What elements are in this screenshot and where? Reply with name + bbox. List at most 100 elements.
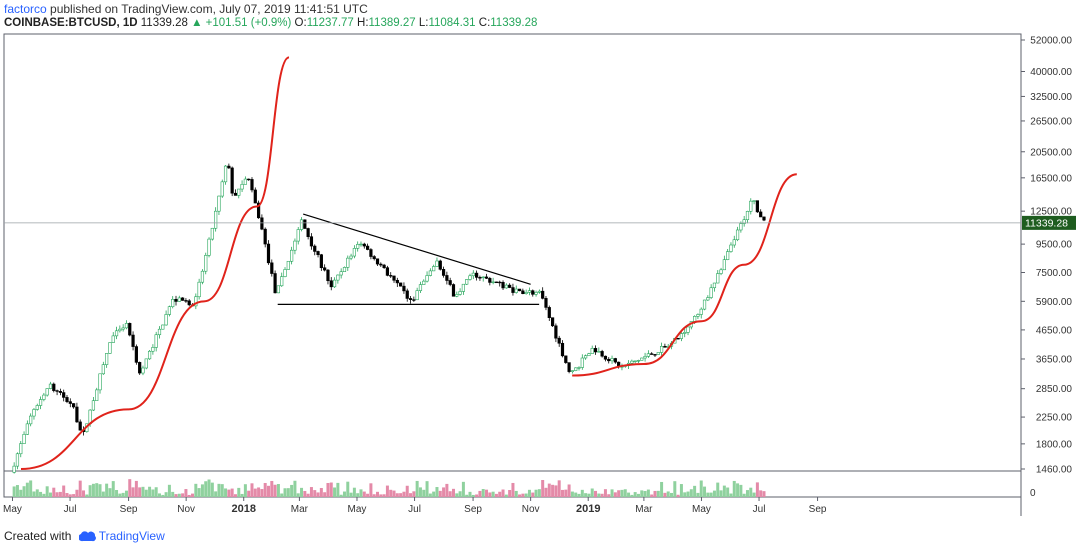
candle-body xyxy=(531,290,535,295)
candle-body xyxy=(273,273,277,294)
volume-bar xyxy=(217,483,221,497)
candle-body xyxy=(75,406,79,423)
candle-body xyxy=(214,210,218,229)
low-label: L: xyxy=(418,17,429,29)
volume-bar xyxy=(233,494,237,497)
candle-body xyxy=(451,284,456,297)
candle-body xyxy=(306,228,310,237)
volume-bar xyxy=(266,485,270,497)
price-tick-label: 12500.00 xyxy=(1030,207,1072,218)
candle-body xyxy=(607,358,611,362)
volume-bar xyxy=(428,493,432,497)
volume-bar xyxy=(481,489,485,497)
candle-body xyxy=(610,358,614,362)
volume-bar xyxy=(200,484,204,497)
tradingview-brand[interactable]: TradingView xyxy=(98,529,165,543)
volume-bar xyxy=(706,492,710,497)
volume-bar xyxy=(154,487,158,497)
candle-body xyxy=(369,249,373,257)
volume-bar xyxy=(640,490,644,497)
candle-body xyxy=(45,388,49,396)
volume-bar xyxy=(204,481,208,497)
candle-body xyxy=(151,347,155,352)
low-value: 11084.31 xyxy=(428,17,476,29)
candle-body xyxy=(25,423,29,435)
candle-body xyxy=(171,299,175,307)
volume-bar xyxy=(260,489,264,497)
volume-bar xyxy=(564,489,568,497)
candle-body xyxy=(693,316,697,322)
price-tick-label: 40000.00 xyxy=(1030,67,1072,78)
author-link[interactable]: factorco xyxy=(4,2,47,16)
candle-body xyxy=(210,227,214,240)
volume-bar xyxy=(425,481,429,497)
volume-bar xyxy=(290,484,294,497)
price-tick-label: 2250.00 xyxy=(1036,413,1073,424)
volume-bar xyxy=(676,494,680,497)
close-value: 11339.28 xyxy=(490,17,538,29)
candle-body xyxy=(12,465,16,473)
candle-body xyxy=(346,257,350,268)
volume-bar xyxy=(488,492,492,497)
candle-body xyxy=(541,290,545,299)
volume-bar xyxy=(300,487,304,497)
candle-body xyxy=(712,282,717,289)
volume-bar xyxy=(415,480,419,497)
volume-bar xyxy=(666,491,670,497)
candle-body xyxy=(550,317,555,327)
time-tick-label: Nov xyxy=(177,504,195,515)
candle-body xyxy=(749,200,753,212)
volume-bar xyxy=(95,483,99,497)
volume-bar xyxy=(395,493,399,497)
volume-bar xyxy=(247,490,251,497)
candle-body xyxy=(574,367,578,371)
candle-body xyxy=(68,401,72,404)
volume-bar xyxy=(379,494,383,497)
open-label: O: xyxy=(294,17,307,29)
volume-bar xyxy=(313,490,317,497)
volume-bar xyxy=(181,493,185,497)
volume-bar xyxy=(65,493,69,497)
candle-body xyxy=(478,277,482,279)
volume-bar xyxy=(29,480,33,497)
volume-bar xyxy=(650,494,654,497)
candle-body xyxy=(445,275,449,281)
volume-bar xyxy=(376,491,380,497)
candle-body xyxy=(187,300,191,306)
volume-bar xyxy=(224,488,228,497)
volume-bar xyxy=(699,480,703,497)
candle-body xyxy=(15,453,20,467)
triangle-resistance-line xyxy=(303,213,531,285)
candle-body xyxy=(240,184,244,190)
volume-bar xyxy=(85,494,89,497)
candle-body xyxy=(42,394,46,400)
candle-body xyxy=(230,167,234,194)
time-tick-label: Sep xyxy=(809,504,827,515)
candle-body xyxy=(699,308,703,315)
volume-bar xyxy=(362,491,366,497)
volume-bar xyxy=(435,487,439,497)
volume-bar xyxy=(405,485,409,497)
candle-body xyxy=(389,275,393,277)
price-tick-label: 3650.00 xyxy=(1036,354,1073,365)
candle-body xyxy=(435,260,439,267)
volume-bar xyxy=(342,491,346,497)
candle-body xyxy=(379,263,383,266)
volume-bar xyxy=(560,489,564,497)
candle-body xyxy=(415,290,419,301)
candle-body xyxy=(468,275,472,280)
candle-body xyxy=(184,300,188,302)
volume-bar xyxy=(352,487,356,497)
candle-body xyxy=(405,290,409,299)
volume-bar xyxy=(115,490,119,497)
time-tick-label: May xyxy=(692,504,711,515)
volume-bar xyxy=(19,489,23,497)
volume-bar xyxy=(584,493,588,497)
volume-bar xyxy=(214,491,218,497)
candle-body xyxy=(290,249,294,262)
volume-bar xyxy=(660,481,664,497)
volume-bar xyxy=(39,491,43,497)
time-tick-label: Jul xyxy=(64,504,77,515)
price-tick-label: 26500.00 xyxy=(1030,116,1072,127)
